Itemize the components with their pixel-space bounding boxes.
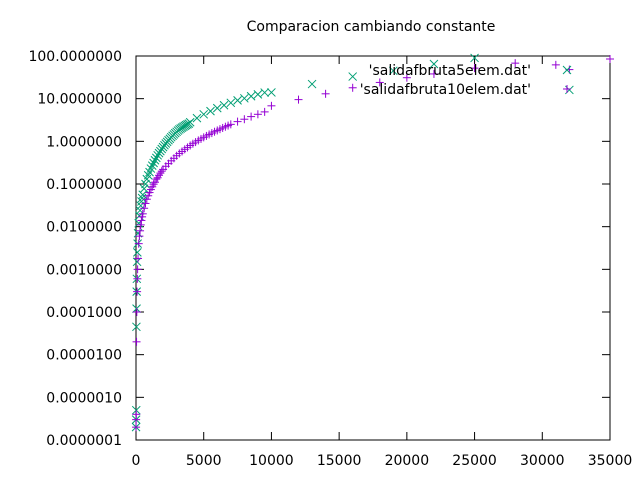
data-point bbox=[132, 308, 141, 316]
x-tick-label: 0 bbox=[132, 453, 141, 469]
data-point bbox=[132, 337, 141, 346]
x-tick-label: 20000 bbox=[385, 453, 430, 469]
data-point bbox=[133, 274, 142, 283]
data-point bbox=[219, 100, 229, 110]
data-point bbox=[267, 88, 276, 97]
data-point bbox=[135, 232, 144, 241]
data-point bbox=[147, 161, 157, 170]
legend-label: 'salidafbruta5elem.dat' bbox=[369, 63, 531, 79]
data-point bbox=[134, 239, 143, 248]
data-point bbox=[402, 73, 411, 82]
data-point bbox=[132, 423, 141, 432]
data-point bbox=[226, 120, 235, 129]
x-axis: 0 5000 10000 15000 20000 25000 30000 35000 bbox=[132, 56, 633, 469]
legend: 'salidafbruta5elem.dat' 'salidafbruta10el… bbox=[360, 63, 572, 98]
data-point bbox=[260, 107, 269, 116]
data-point bbox=[226, 98, 236, 108]
data-point bbox=[233, 96, 242, 105]
data-point bbox=[136, 220, 145, 229]
data-point bbox=[388, 66, 398, 76]
series-2 bbox=[132, 55, 614, 432]
plot-frame bbox=[135, 55, 611, 441]
x-tick-label: 30000 bbox=[520, 453, 565, 469]
data-point bbox=[133, 265, 142, 274]
y-tick-label: 0.0000010 bbox=[46, 390, 122, 406]
data-point bbox=[132, 257, 142, 267]
data-point bbox=[240, 115, 249, 124]
series-layer bbox=[131, 53, 614, 432]
data-point bbox=[136, 226, 145, 235]
data-point bbox=[470, 64, 479, 73]
y-tick-label: 0.1000000 bbox=[46, 177, 122, 193]
data-point bbox=[132, 410, 141, 419]
data-point bbox=[141, 179, 150, 189]
x-tick-label: 5000 bbox=[186, 453, 222, 469]
data-point bbox=[153, 150, 163, 160]
legend-label: 'salidafbruta10elem.dat' bbox=[360, 82, 531, 98]
data-point bbox=[267, 101, 276, 110]
data-point bbox=[185, 117, 195, 127]
data-point bbox=[253, 90, 263, 99]
data-point bbox=[138, 209, 147, 218]
data-point bbox=[470, 53, 479, 63]
data-point bbox=[137, 216, 146, 225]
series-1 bbox=[131, 53, 574, 432]
data-point bbox=[199, 109, 209, 119]
data-point bbox=[511, 59, 520, 68]
y-tick-label: 0.0000100 bbox=[46, 348, 122, 364]
data-point bbox=[294, 95, 303, 104]
data-point bbox=[156, 146, 165, 156]
data-point bbox=[606, 55, 614, 64]
data-point bbox=[149, 158, 158, 168]
y-axis: 0.0000001 0.0000010 0.0000100 0.0001000 0.00… bbox=[28, 49, 610, 449]
y-tick-label: 10.0000000 bbox=[37, 92, 122, 108]
data-point bbox=[375, 78, 384, 87]
data-point bbox=[348, 72, 358, 81]
y-tick-label: 0.0001000 bbox=[46, 305, 122, 321]
legend-marker bbox=[562, 65, 572, 75]
data-point bbox=[206, 106, 215, 116]
x-tick-label: 35000 bbox=[588, 453, 633, 469]
data-point bbox=[143, 170, 153, 180]
data-point bbox=[321, 89, 330, 98]
data-point bbox=[260, 88, 270, 97]
data-point bbox=[151, 153, 161, 163]
data-point bbox=[192, 113, 202, 123]
y-tick-label: 100.0000000 bbox=[28, 49, 122, 65]
legend-marker bbox=[563, 85, 571, 93]
data-point bbox=[233, 117, 242, 126]
data-point bbox=[253, 110, 262, 119]
data-point bbox=[157, 167, 166, 176]
data-point bbox=[150, 155, 160, 165]
chart-title: Comparacion cambiando constante bbox=[247, 19, 496, 35]
data-point bbox=[551, 60, 560, 69]
data-point bbox=[134, 254, 143, 263]
x-tick-label: 15000 bbox=[317, 453, 362, 469]
x-tick-label: 10000 bbox=[249, 453, 294, 469]
data-point bbox=[140, 204, 149, 213]
data-point bbox=[307, 79, 317, 89]
y-tick-label: 1.0000000 bbox=[46, 134, 122, 150]
data-point bbox=[429, 59, 439, 69]
data-point bbox=[144, 191, 153, 200]
data-point bbox=[131, 405, 141, 415]
data-point bbox=[247, 112, 256, 121]
data-point bbox=[348, 83, 357, 92]
data-point bbox=[132, 322, 141, 332]
data-point bbox=[429, 69, 438, 78]
x-tick-label: 25000 bbox=[452, 453, 497, 469]
data-point bbox=[133, 248, 142, 257]
y-tick-label: 0.0000001 bbox=[46, 433, 122, 449]
data-point bbox=[239, 93, 249, 103]
data-point bbox=[133, 287, 142, 296]
data-point bbox=[212, 103, 222, 113]
y-tick-label: 0.0010000 bbox=[46, 262, 122, 278]
data-point bbox=[141, 199, 150, 208]
data-point bbox=[149, 180, 158, 189]
data-point bbox=[142, 195, 151, 204]
data-point bbox=[246, 91, 256, 101]
y-tick-label: 0.0100000 bbox=[46, 220, 122, 236]
data-point bbox=[146, 164, 156, 173]
